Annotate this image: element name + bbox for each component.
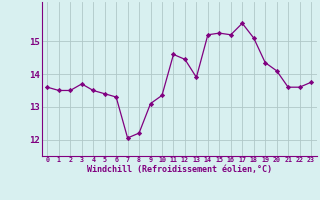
- X-axis label: Windchill (Refroidissement éolien,°C): Windchill (Refroidissement éolien,°C): [87, 165, 272, 174]
